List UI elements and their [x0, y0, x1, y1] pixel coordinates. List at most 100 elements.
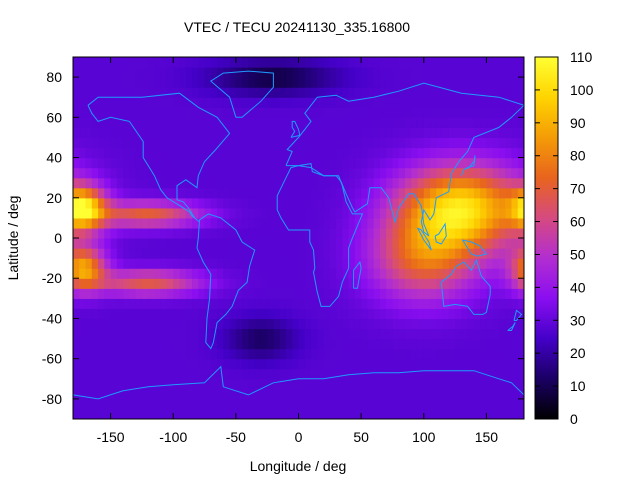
heatmap-cell — [73, 378, 80, 390]
heatmap-cell — [473, 197, 481, 209]
heatmap-cell — [423, 207, 431, 219]
heatmap-cell — [123, 127, 130, 139]
heatmap-cell — [342, 227, 350, 239]
heatmap-cell — [98, 147, 105, 159]
heatmap-cell — [242, 238, 249, 249]
heatmap-cell — [517, 97, 524, 108]
heatmap-cell — [110, 318, 118, 330]
heatmap-cell — [361, 117, 368, 128]
heatmap-cell — [404, 338, 412, 350]
heatmap-cell — [317, 408, 325, 419]
heatmap-cell — [279, 97, 287, 108]
heatmap-cell — [292, 127, 300, 139]
heatmap-cell — [185, 258, 193, 269]
heatmap-cell — [242, 258, 249, 269]
heatmap-cell — [304, 57, 312, 68]
heatmap-cell — [373, 177, 381, 189]
heatmap-cell — [336, 348, 343, 360]
heatmap-cell — [386, 97, 394, 108]
x-tick-label: 150 — [475, 429, 499, 445]
heatmap-cell — [511, 187, 519, 199]
heatmap-cell — [411, 378, 419, 390]
heatmap-cell — [311, 368, 318, 380]
heatmap-cell — [116, 217, 124, 229]
heatmap-cell — [430, 348, 437, 360]
heatmap-cell — [298, 147, 306, 159]
heatmap-cell — [398, 177, 406, 189]
heatmap-cell — [148, 378, 156, 390]
heatmap-cell — [179, 338, 187, 350]
heatmap-cell — [423, 77, 431, 88]
heatmap-cell — [304, 348, 312, 360]
heatmap-cell — [492, 398, 500, 410]
heatmap-cell — [298, 368, 306, 380]
heatmap-cell — [179, 308, 187, 320]
heatmap-cell — [204, 268, 212, 279]
heatmap-cell — [217, 348, 224, 360]
heatmap-cell — [242, 67, 249, 78]
heatmap-cell — [511, 207, 519, 219]
heatmap-cell — [242, 137, 249, 149]
heatmap-cell — [329, 268, 337, 279]
heatmap-cell — [348, 348, 356, 360]
heatmap-cell — [173, 328, 181, 340]
heatmap-cell — [242, 308, 249, 320]
heatmap-cell — [455, 177, 462, 189]
heatmap-cell — [304, 227, 312, 239]
heatmap-cell — [511, 348, 519, 360]
heatmap-cell — [116, 358, 124, 370]
heatmap-cell — [148, 358, 156, 370]
heatmap-cell — [317, 167, 325, 179]
heatmap-cell — [260, 298, 268, 309]
heatmap-cell — [436, 278, 444, 289]
heatmap-cell — [367, 137, 375, 149]
heatmap-cell — [248, 177, 256, 189]
heatmap-cell — [135, 137, 143, 149]
heatmap-cell — [267, 268, 275, 279]
heatmap-cell — [279, 167, 287, 179]
heatmap-cell — [141, 378, 149, 390]
heatmap-cell — [448, 217, 456, 229]
heatmap-cell — [329, 288, 337, 299]
coastline-path — [290, 120, 301, 138]
heatmap-cell — [361, 157, 368, 169]
heatmap-cell — [480, 268, 488, 279]
heatmap-cell — [73, 87, 80, 98]
heatmap-cell — [104, 328, 112, 340]
heatmap-cell — [329, 167, 337, 179]
heatmap-cell — [116, 87, 124, 98]
heatmap-cell — [492, 97, 500, 108]
heatmap-cell — [123, 328, 130, 340]
heatmap-cell — [148, 227, 156, 239]
heatmap-cell — [342, 117, 350, 128]
heatmap-cell — [455, 258, 462, 269]
heatmap-cell — [185, 67, 193, 78]
heatmap-cell — [91, 107, 99, 118]
heatmap-cell — [279, 197, 287, 209]
heatmap-cell — [110, 298, 118, 309]
heatmap-cell — [398, 318, 406, 330]
heatmap-cell — [311, 318, 318, 330]
heatmap-cell — [336, 368, 343, 380]
heatmap-cell — [98, 318, 105, 330]
heatmap-cell — [404, 217, 412, 229]
heatmap-cell — [492, 227, 500, 239]
heatmap-cell — [323, 318, 331, 330]
heatmap-cell — [248, 207, 256, 219]
heatmap-cell — [498, 308, 506, 320]
heatmap-cell — [73, 308, 80, 320]
heatmap-cell — [217, 127, 224, 139]
heatmap-cell — [179, 388, 187, 400]
heatmap-cell — [511, 67, 519, 78]
heatmap-cell — [354, 288, 362, 299]
heatmap-cell — [442, 87, 450, 98]
heatmap-cell — [79, 338, 87, 350]
heatmap-cell — [498, 328, 506, 340]
heatmap-cell — [248, 97, 256, 108]
heatmap-cell — [123, 248, 130, 259]
heatmap-cell — [392, 378, 400, 390]
heatmap-cell — [367, 207, 375, 219]
heatmap-cell — [79, 77, 87, 88]
heatmap-cell — [185, 318, 193, 330]
heatmap-cell — [336, 388, 343, 400]
